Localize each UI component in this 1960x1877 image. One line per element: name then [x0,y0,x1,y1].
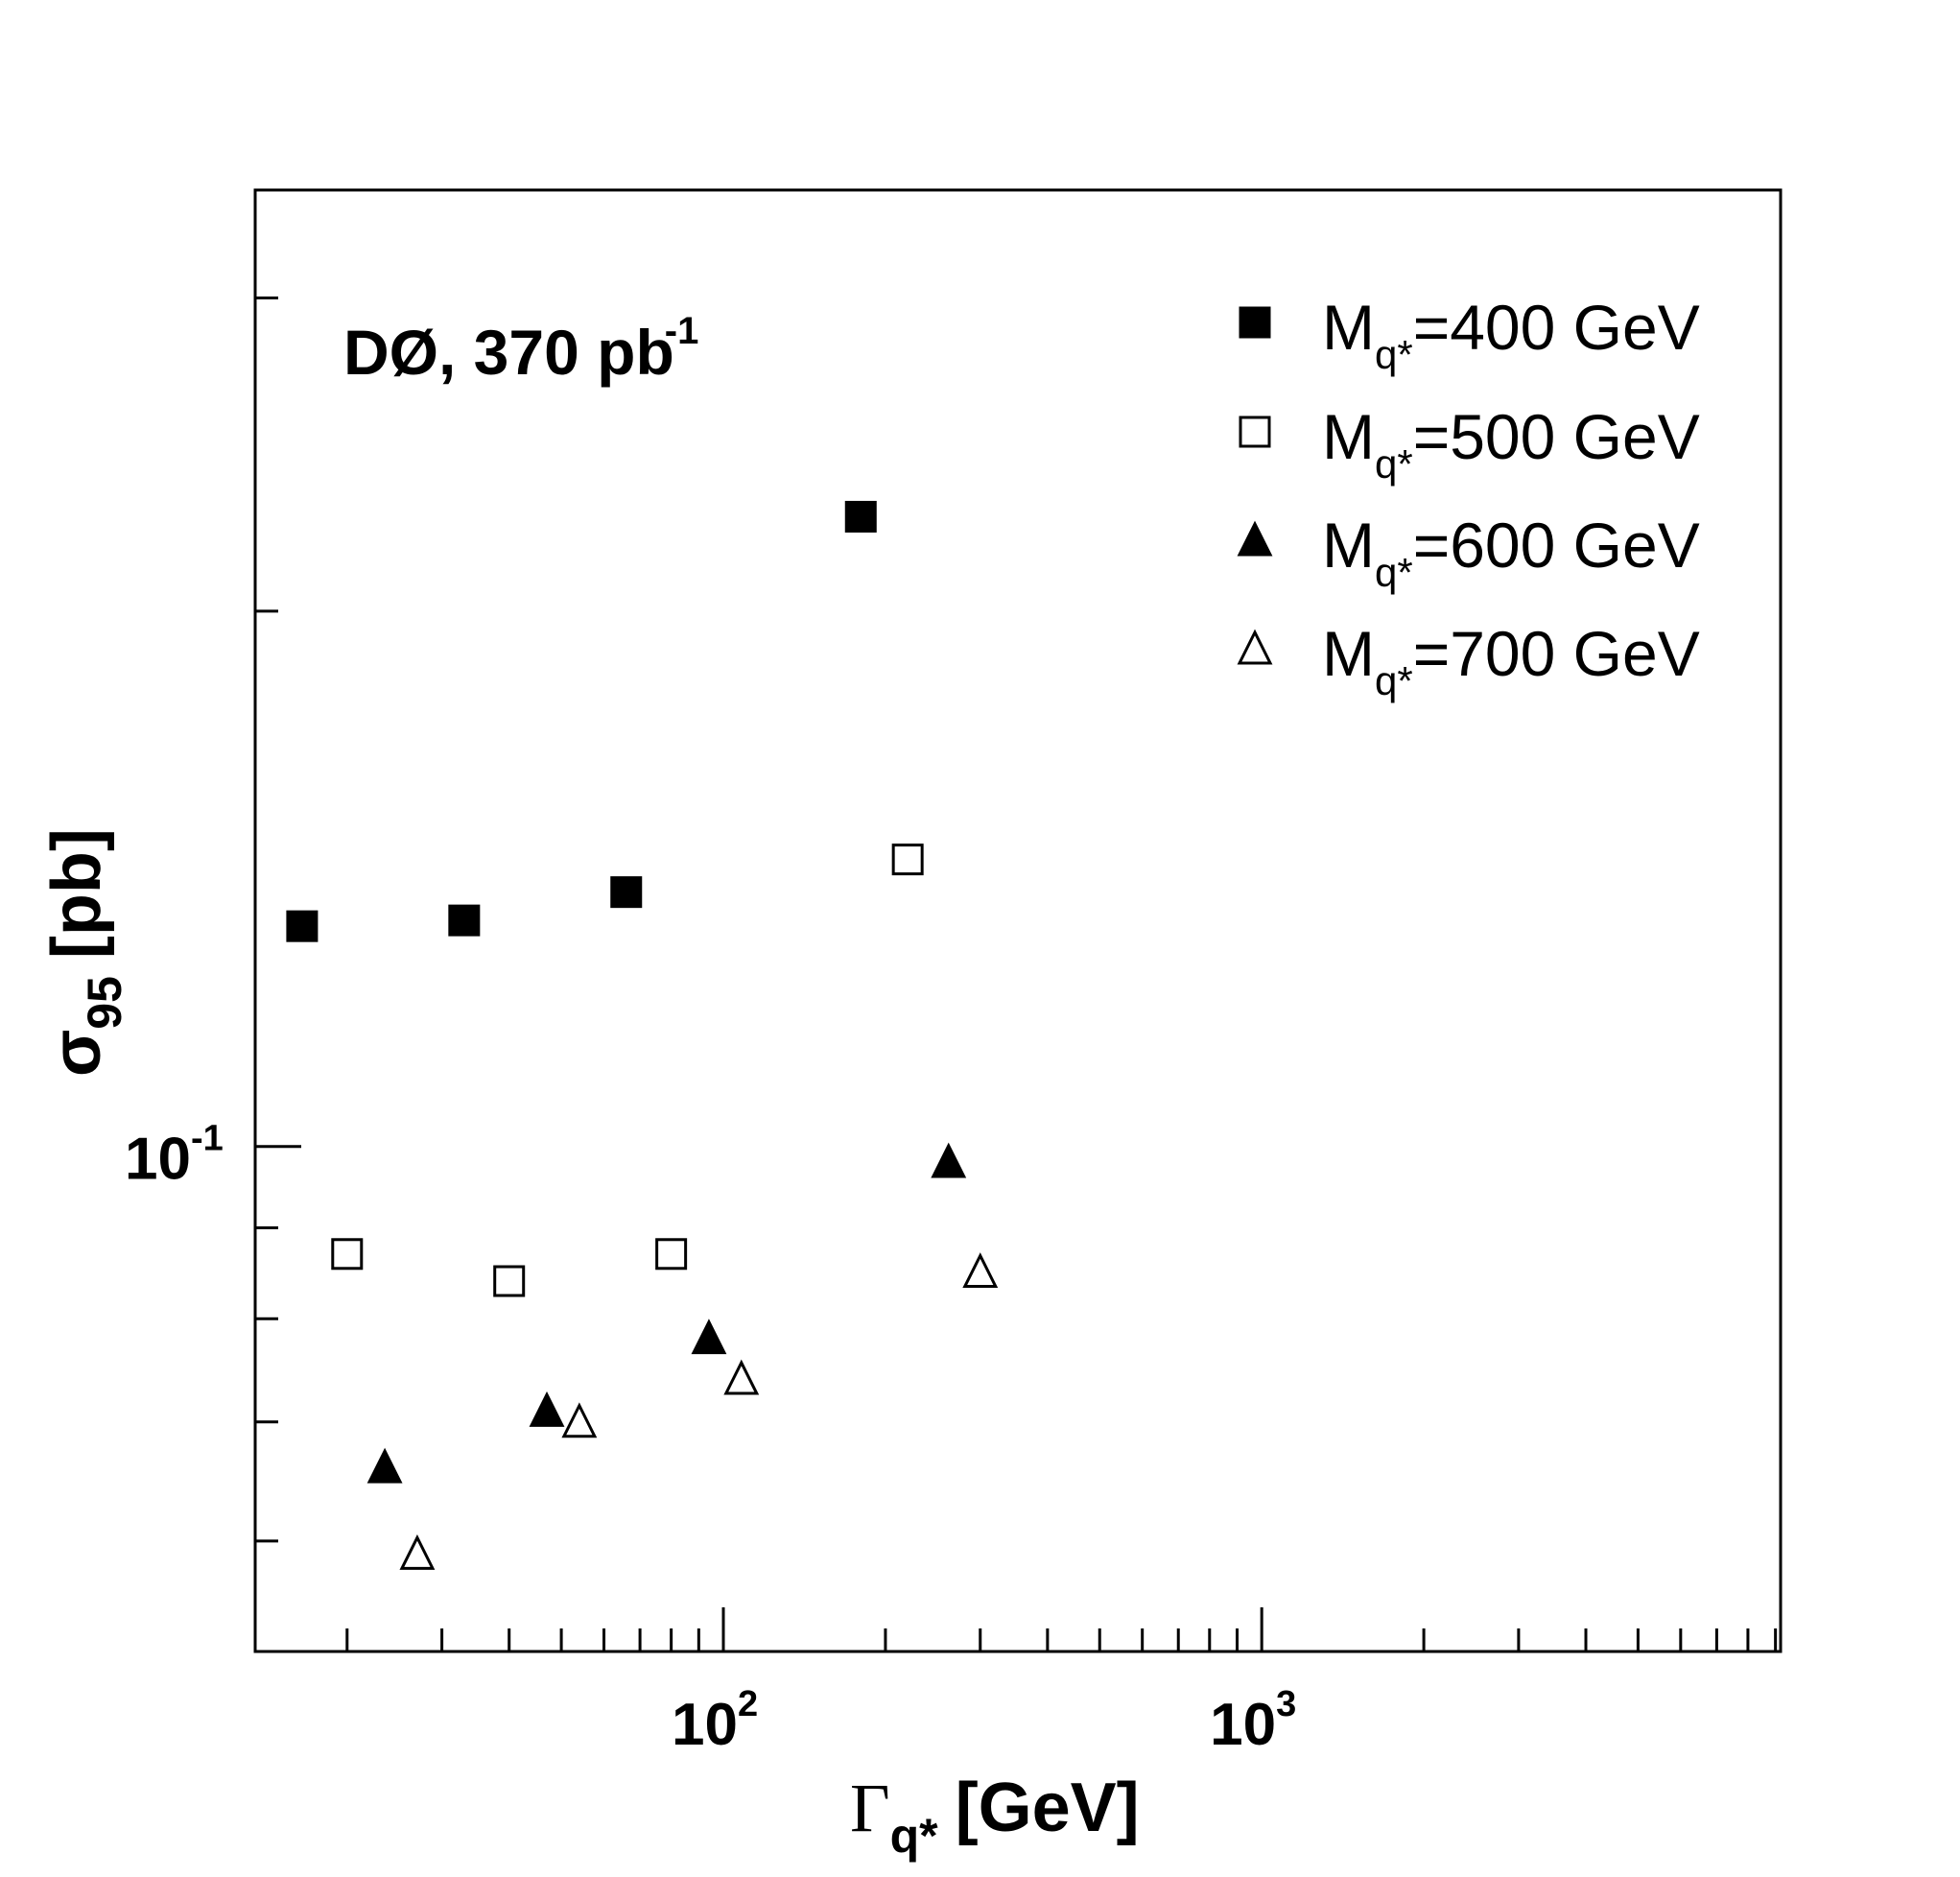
legend-label-sub: q* [1375,441,1413,487]
legend-label-sub: q* [1375,550,1413,595]
y-tick-label-exp: -1 [191,1119,224,1159]
data-point-triangle-open [723,1359,760,1395]
data-point-square-filled [448,904,481,937]
data-point-triangle-filled [529,1390,565,1427]
x-axis-label-sub: q* [890,1809,939,1863]
y-axis-label: σ95 [pb] [38,828,131,1077]
legend-entry: Mq*=700 GeV [1237,618,1700,703]
legend-label-sub: q* [1375,658,1413,703]
legend-label-prefix: M [1322,618,1375,689]
legend-marker-triangle-filled [1237,520,1273,557]
data-point-triangle-filled [691,1319,727,1355]
y-axis-label-symbol: σ [38,1030,115,1077]
data-point-square-open [655,1238,688,1271]
y-tick-label-base: 10 [125,1127,191,1193]
x-tick-label-exp: 3 [1276,1684,1296,1724]
data-point-square-open [891,843,924,876]
data-point-square-open [331,1238,364,1271]
x-tick-label: 102 [672,1684,758,1758]
x-tick-label-base: 10 [1210,1692,1276,1758]
x-axis-label: Γq* [GeV] [850,1770,1140,1863]
experiment-annotation-text: DØ, 370 pb [343,317,674,388]
legend-label-suffix: =500 GeV [1413,401,1700,472]
legend-label-prefix: M [1322,292,1375,363]
legend-entry: Mq*=400 GeV [1239,292,1700,377]
experiment-annotation-sup: -1 [665,310,699,352]
plot-frame [253,188,1783,1653]
legend-label: Mq*=500 GeV [1322,401,1700,487]
data-point-triangle-open [561,1402,598,1438]
axis-ticks [255,296,1778,1651]
data-points [286,500,999,1570]
legend-entry: Mq*=600 GeV [1237,510,1700,595]
data-point-square-filled [610,876,643,909]
data-point-triangle-filled [931,1142,967,1178]
x-tick-label-base: 10 [672,1692,738,1758]
data-point-triangle-open [399,1533,436,1570]
x-axis-label-symbol: Γ [850,1770,890,1846]
legend-entry: Mq*=500 GeV [1239,401,1700,487]
legend-label-suffix: =700 GeV [1413,618,1700,689]
legend-marker-triangle-open [1237,629,1273,665]
legend-label: Mq*=600 GeV [1322,510,1700,595]
data-point-square-filled [844,500,877,533]
data-point-square-open [493,1265,526,1297]
y-tick-label: 10-1 [125,1119,224,1193]
data-point-triangle-filled [366,1447,403,1484]
experiment-annotation: DØ, 370 pb-1 [343,310,698,388]
legend-marker-square-open [1239,416,1271,448]
y-axis-label-unit: [pb] [38,828,115,959]
legend-label-suffix: =400 GeV [1413,292,1700,363]
x-tick-label-exp: 2 [738,1684,758,1724]
legend-label: Mq*=700 GeV [1322,618,1700,703]
x-tick-label: 103 [1210,1684,1296,1758]
data-point-square-filled [286,910,319,942]
legend-label-sub: q* [1375,332,1413,377]
legend-label-suffix: =600 GeV [1413,510,1700,581]
x-axis-label-unit: [GeV] [956,1770,1140,1846]
legend-label-prefix: M [1322,401,1375,472]
legend-marker-square-filled [1239,306,1271,339]
data-point-triangle-open [962,1252,999,1288]
y-axis-label-sub: 95 [78,976,131,1030]
legend-label: Mq*=400 GeV [1322,292,1700,377]
legend-label-prefix: M [1322,510,1375,581]
